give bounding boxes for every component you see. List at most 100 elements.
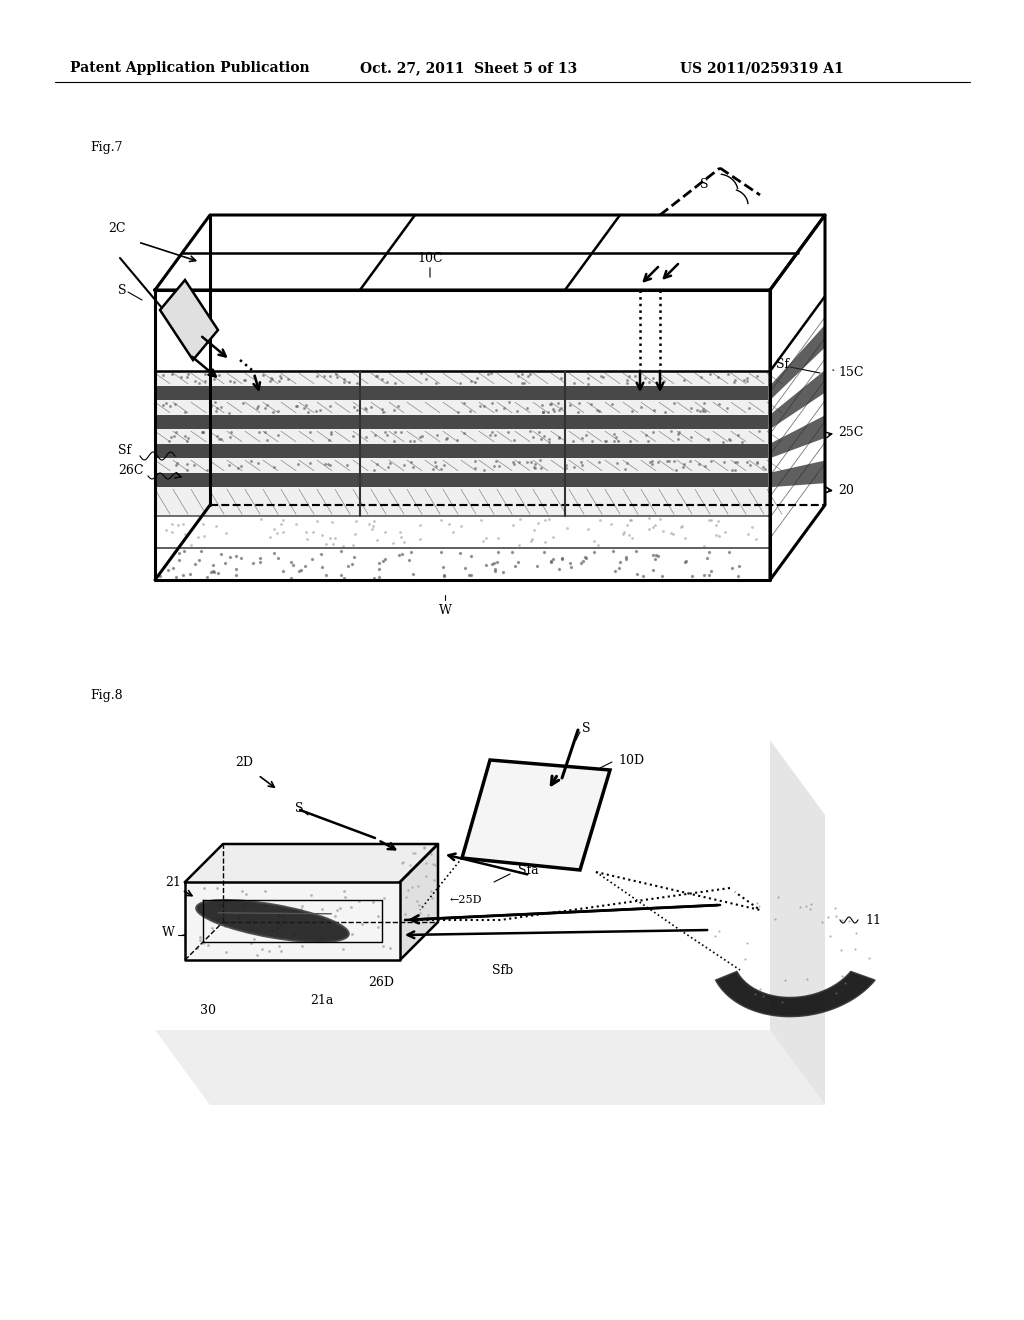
Point [324, 511, 340, 532]
Point [532, 429, 549, 450]
Point [387, 421, 403, 442]
Point [322, 396, 338, 417]
Point [693, 366, 710, 387]
Point [238, 370, 254, 391]
Point [281, 368, 297, 389]
Point [325, 533, 341, 554]
Point [573, 552, 590, 573]
Point [297, 556, 313, 577]
Point [473, 510, 489, 531]
Point [179, 454, 196, 475]
Point [515, 372, 531, 393]
Point [645, 516, 662, 537]
Text: 11: 11 [865, 913, 881, 927]
Point [590, 535, 606, 556]
Point [365, 516, 381, 537]
Point [194, 895, 210, 916]
Point [264, 920, 281, 941]
Point [250, 453, 266, 474]
Point [731, 556, 748, 577]
Point [628, 540, 644, 561]
Point [487, 450, 504, 471]
Point [411, 895, 427, 916]
Point [642, 451, 658, 473]
Point [729, 451, 745, 473]
Point [234, 880, 251, 902]
Point [537, 510, 553, 531]
Point [624, 400, 640, 421]
Point [168, 454, 184, 475]
Point [368, 424, 384, 445]
Point [343, 553, 359, 574]
Point [525, 457, 542, 478]
Point [438, 429, 455, 450]
Point [487, 399, 504, 420]
Point [236, 895, 252, 916]
Point [210, 909, 226, 931]
Point [505, 453, 521, 474]
Point [652, 508, 669, 529]
Point [261, 940, 278, 961]
Point [228, 558, 245, 579]
Point [662, 450, 678, 471]
Point [274, 510, 291, 531]
Point [507, 556, 523, 577]
Point [379, 424, 395, 445]
Point [475, 529, 492, 550]
Point [620, 453, 636, 474]
Point [591, 451, 607, 473]
Point [164, 521, 180, 543]
Point [583, 393, 599, 414]
Point [654, 520, 671, 541]
Point [257, 397, 273, 418]
Point [413, 363, 429, 384]
Point [308, 366, 325, 387]
Point [551, 426, 567, 447]
Point [492, 455, 508, 477]
Point [463, 371, 479, 392]
Point [272, 366, 289, 387]
Point [252, 552, 268, 573]
Point [644, 421, 660, 442]
Point [171, 543, 187, 564]
Point [514, 372, 530, 393]
Point [456, 392, 472, 413]
Point [385, 430, 401, 451]
Point [288, 396, 304, 417]
Point [190, 527, 207, 548]
Point [527, 454, 544, 475]
Point [480, 363, 497, 384]
Point [257, 421, 273, 442]
Point [757, 458, 773, 479]
Point [222, 371, 239, 392]
Point [581, 367, 597, 388]
Point [592, 510, 608, 531]
Bar [157, 473, 768, 487]
Point [265, 457, 282, 478]
Point [452, 543, 468, 564]
Point [246, 929, 262, 950]
Point [302, 421, 318, 442]
Point [205, 560, 221, 581]
Point [336, 368, 352, 389]
Text: 2C: 2C [108, 222, 126, 235]
Point [504, 541, 520, 562]
Point [729, 424, 745, 445]
Text: 26C: 26C [118, 463, 143, 477]
Point [399, 863, 416, 884]
Point [158, 519, 174, 540]
Point [618, 370, 635, 391]
Point [744, 516, 761, 537]
Point [418, 908, 434, 929]
Point [360, 513, 377, 535]
Point [268, 523, 285, 544]
Text: 25C: 25C [838, 425, 863, 438]
Point [666, 392, 682, 413]
Point [721, 428, 737, 449]
Point [382, 937, 398, 958]
Point [653, 565, 670, 586]
Point [467, 372, 483, 393]
Point [541, 401, 557, 422]
Point [674, 516, 690, 537]
Point [170, 515, 186, 536]
